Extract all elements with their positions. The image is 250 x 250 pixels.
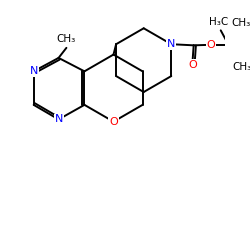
Text: H₃C: H₃C: [209, 17, 228, 27]
Text: CH₃: CH₃: [231, 18, 250, 28]
Text: CH₃: CH₃: [232, 62, 250, 72]
Text: CH₃: CH₃: [57, 34, 76, 44]
Text: O: O: [109, 117, 118, 127]
Text: N: N: [167, 39, 175, 49]
Text: O: O: [207, 40, 216, 50]
Text: N: N: [30, 66, 38, 76]
Text: N: N: [54, 114, 63, 124]
Text: O: O: [188, 60, 197, 70]
